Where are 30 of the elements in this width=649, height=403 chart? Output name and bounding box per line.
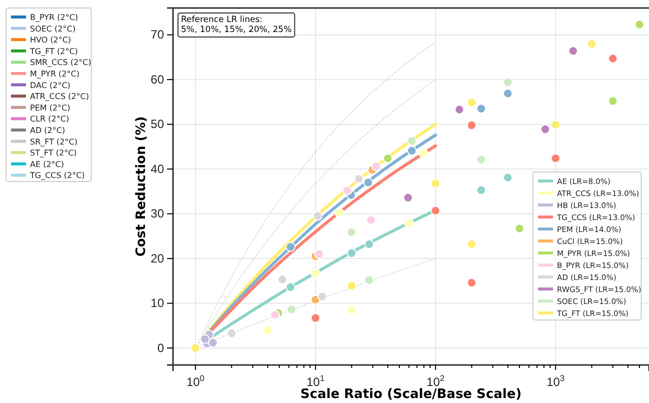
y-tick-label: 10 (150, 296, 164, 310)
y-tick-label: 60 (150, 72, 164, 86)
x-tick-label: 10$^{3}$ (546, 373, 565, 389)
y-tick-label: 50 (150, 117, 164, 132)
legend-label: ST_FT (2°C) (30, 148, 77, 158)
x-tick-label: 10$^{1}$ (306, 373, 325, 389)
y-tick-label: 70 (150, 28, 164, 42)
legend-label: AE (2°C) (30, 160, 64, 169)
legend-label: SOEC (2°C) (30, 24, 76, 34)
y-tick-label: 20 (150, 251, 164, 266)
y-tick-label: 40 (150, 162, 164, 176)
annotation: Reference LR lines: 5%, 10%, 15%, 20%, 25% (181, 15, 292, 35)
x-tick-label: 10$^{2}$ (426, 373, 445, 389)
legend-label: SMR_CCS (2°C) (30, 58, 92, 68)
legend-label: B_PYR (2°C) (30, 13, 78, 22)
legend-label: SR_FT (2°C) (30, 137, 78, 146)
legend-label: AD (2°C) (30, 126, 66, 135)
legend-label: PEM (2°C) (30, 103, 70, 112)
x-axis-title: Scale Ratio (Scale/Base Scale) (300, 387, 522, 402)
x-tick-label: 10$^{0}$ (186, 373, 205, 389)
legend-label: DAC (2°C) (30, 80, 70, 90)
legend-label: TG_CCS (2°C) (29, 171, 85, 180)
legend-label: TG_FT (2°C) (29, 46, 78, 56)
y-tick-label: 0 (157, 340, 164, 355)
y-tick-label: 30 (150, 206, 164, 221)
y-axis-title: Cost Reduction (%) (134, 116, 149, 257)
legend-label: M_PYR (2°C) (30, 70, 80, 78)
legend-label: ATR_CCS (2°C) (30, 92, 90, 102)
legend-label: HVO (2°C) (30, 36, 72, 45)
legend-label: CLR (2°C) (30, 114, 70, 124)
